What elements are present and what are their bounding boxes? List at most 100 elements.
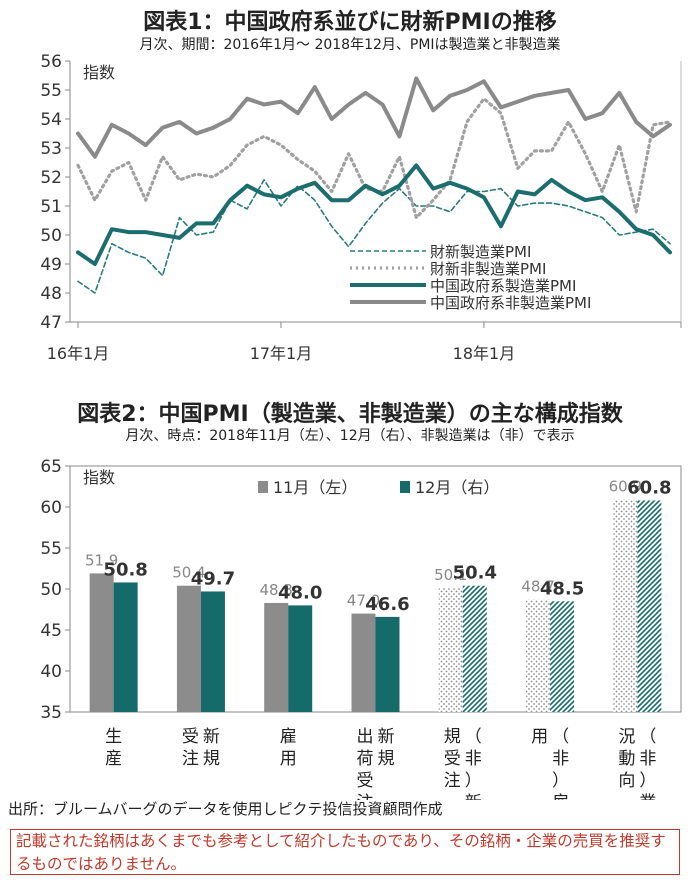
chart2-bar bbox=[462, 585, 487, 712]
chart1-title: 図表1：中国政府系並びに財新PMIの推移 bbox=[143, 10, 557, 35]
chart2-legend-swatch bbox=[258, 481, 268, 493]
chart2-y-tick-label: 60 bbox=[40, 498, 62, 518]
chart1-plot: 47 48 49 50 51 52 53 54 55 56 指数 16年1月 17年1月 18年1月 財新製… bbox=[40, 52, 682, 363]
chart1-y-tick-label: 52 bbox=[40, 168, 62, 188]
chart2-bar bbox=[89, 573, 114, 712]
chart2-legend-label: 12月（右） bbox=[415, 478, 499, 497]
chart2-category-label: 受 bbox=[357, 771, 374, 791]
chart2-data-label: 50.4 bbox=[172, 564, 205, 582]
chart1-subtitle: 月次、期間：2016年1月～ 2018年12月、PMIは製造業と非製造業 bbox=[139, 37, 561, 53]
chart2-category-label: 注 bbox=[357, 793, 374, 800]
chart2-data-label: 50.8 bbox=[103, 559, 147, 580]
chart2-y-tick-label: 50 bbox=[40, 580, 62, 600]
chart2-category-label: 受 bbox=[444, 749, 461, 769]
chart1-series-line-0 bbox=[77, 179, 671, 294]
chart2-bar bbox=[637, 500, 662, 712]
chart2-category-label: 荷 bbox=[357, 749, 374, 769]
chart1-series-line-3 bbox=[76, 76, 672, 159]
chart2-category-label: ） bbox=[465, 771, 482, 791]
chart2-y-tick-label: 45 bbox=[40, 621, 62, 641]
chart2-category-label: 非 bbox=[552, 749, 569, 769]
chart2-data-label: 60.9 bbox=[609, 478, 642, 496]
chart2-legend-label: 11月（左） bbox=[273, 478, 357, 497]
chart1-series-line-2 bbox=[76, 163, 672, 266]
chart2-data-label: 60.8 bbox=[627, 477, 671, 498]
chart2-bar bbox=[550, 601, 575, 712]
chart2-plot: 35 40 45 50 55 60 65 指数 11月（左） 12月（右） 51.950.8 生産 50… bbox=[40, 457, 682, 800]
chart2-bar bbox=[438, 588, 463, 712]
chart2-category-label: 新 bbox=[203, 727, 220, 747]
chart2-legend-swatch bbox=[400, 481, 410, 493]
chart2-category-label: 産 bbox=[105, 749, 122, 769]
chart1-y-tick-label: 53 bbox=[40, 139, 62, 159]
chart2-category-label: 雇 bbox=[280, 727, 297, 747]
chart1-y-tick-label: 48 bbox=[40, 284, 62, 304]
chart2-category-label: 生 bbox=[105, 727, 122, 747]
chart2-bar bbox=[113, 582, 138, 712]
chart1-legend-label: 中国政府系製造業PMI bbox=[430, 277, 576, 295]
chart2-category-label: 規 bbox=[378, 749, 395, 769]
chart1-x-tick-label: 17年1月 bbox=[250, 344, 313, 363]
chart1-y-tick-label: 55 bbox=[40, 81, 62, 101]
chart2-y-axis-label: 指数 bbox=[83, 468, 115, 487]
chart2-bar bbox=[176, 585, 201, 712]
chart2-category-label: 規 bbox=[203, 749, 220, 769]
chart2-category-label: （ bbox=[639, 727, 656, 747]
chart2-category-label: 非 bbox=[465, 749, 482, 769]
chart2-category-label: ） bbox=[639, 771, 656, 791]
chart1-y-tick-label: 54 bbox=[40, 110, 62, 130]
chart2-bar bbox=[351, 613, 376, 712]
chart2-data-label: 50.4 bbox=[453, 563, 497, 584]
chart1-y-tick-label: 51 bbox=[40, 197, 62, 217]
chart2-category-label: 注 bbox=[444, 771, 461, 791]
chart1-legend-label: 財新非製造業PMI bbox=[430, 260, 546, 278]
chart2-bar bbox=[526, 599, 551, 712]
chart1-legend-label: 財新製造業PMI bbox=[430, 243, 531, 261]
chart1-x-tick-label: 16年1月 bbox=[47, 344, 110, 363]
chart2-category-label: 注 bbox=[182, 749, 199, 769]
chart2-data-label: 48.7 bbox=[521, 578, 554, 596]
chart1-y-tick-label: 50 bbox=[40, 226, 62, 246]
chart2-data-label: 51.9 bbox=[85, 551, 118, 569]
chart2-category-label: 向 bbox=[618, 771, 635, 791]
chart2-data-label: 48.5 bbox=[540, 578, 584, 599]
chart2-category-label: 業 bbox=[639, 793, 656, 800]
chart2-data-label: 46.6 bbox=[365, 594, 409, 615]
chart2-bar bbox=[375, 616, 400, 712]
chart2-category-label: 動 bbox=[618, 749, 635, 769]
chart2-y-tick-label: 40 bbox=[40, 662, 62, 682]
chart1-x-tick-label: 18年1月 bbox=[453, 344, 516, 363]
chart2-y-tick-label: 35 bbox=[40, 703, 62, 723]
chart2-category-label: （ bbox=[465, 727, 482, 747]
disclaimer-box: 記載された銘柄はあくまでも参考として紹介したものであり、その銘柄・企業の売買を推… bbox=[10, 829, 680, 875]
chart2-category-label: 用 bbox=[280, 749, 297, 769]
chart2-subtitle: 月次、時点：2018年11月（左）、12月（右）、非製造業は（非）で表示 bbox=[125, 428, 575, 444]
source-note: 出所：ブルームバーグのデータを使用しピクテ投信投資顧問作成 bbox=[8, 800, 443, 818]
chart2-title: 図表2：中国PMI（製造業、非製造業）の主な構成指数 bbox=[77, 402, 623, 427]
chart2-bar bbox=[288, 605, 313, 712]
chart2-category-label: 出 bbox=[357, 727, 374, 747]
chart2-category-label: 雇 bbox=[552, 793, 569, 800]
chart2-category-label: （ bbox=[552, 727, 569, 747]
chart2-data-label: 48.0 bbox=[278, 582, 322, 603]
chart2-bar bbox=[613, 499, 638, 712]
chart2-category-label: 況 bbox=[618, 727, 635, 747]
chart2-bar bbox=[200, 591, 225, 712]
chart1-y-axis-label: 指数 bbox=[83, 63, 115, 82]
chart2-data-label: 48.3 bbox=[260, 581, 293, 599]
chart2-category-label: ） bbox=[552, 771, 569, 791]
chart1-y-tick-label: 56 bbox=[40, 52, 62, 72]
chart2-category-label: 用 bbox=[531, 727, 548, 747]
chart2-y-tick-label: 65 bbox=[40, 457, 62, 477]
chart2-category-label: 規 bbox=[444, 727, 461, 747]
chart2-y-tick-label: 55 bbox=[40, 539, 62, 559]
chart2-category-label: 受 bbox=[182, 727, 199, 747]
chart1-y-tick-label: 49 bbox=[40, 255, 62, 275]
chart2-bar bbox=[264, 602, 289, 712]
chart2-data-label: 50.1 bbox=[434, 566, 467, 584]
chart2-data-label: 49.7 bbox=[191, 568, 235, 589]
chart1-legend-label: 中国政府系非製造業PMI bbox=[430, 294, 591, 312]
chart2-data-label: 47.0 bbox=[347, 592, 380, 610]
chart2-category-label: 新 bbox=[465, 793, 482, 800]
chart1-y-tick-label: 47 bbox=[40, 313, 62, 333]
